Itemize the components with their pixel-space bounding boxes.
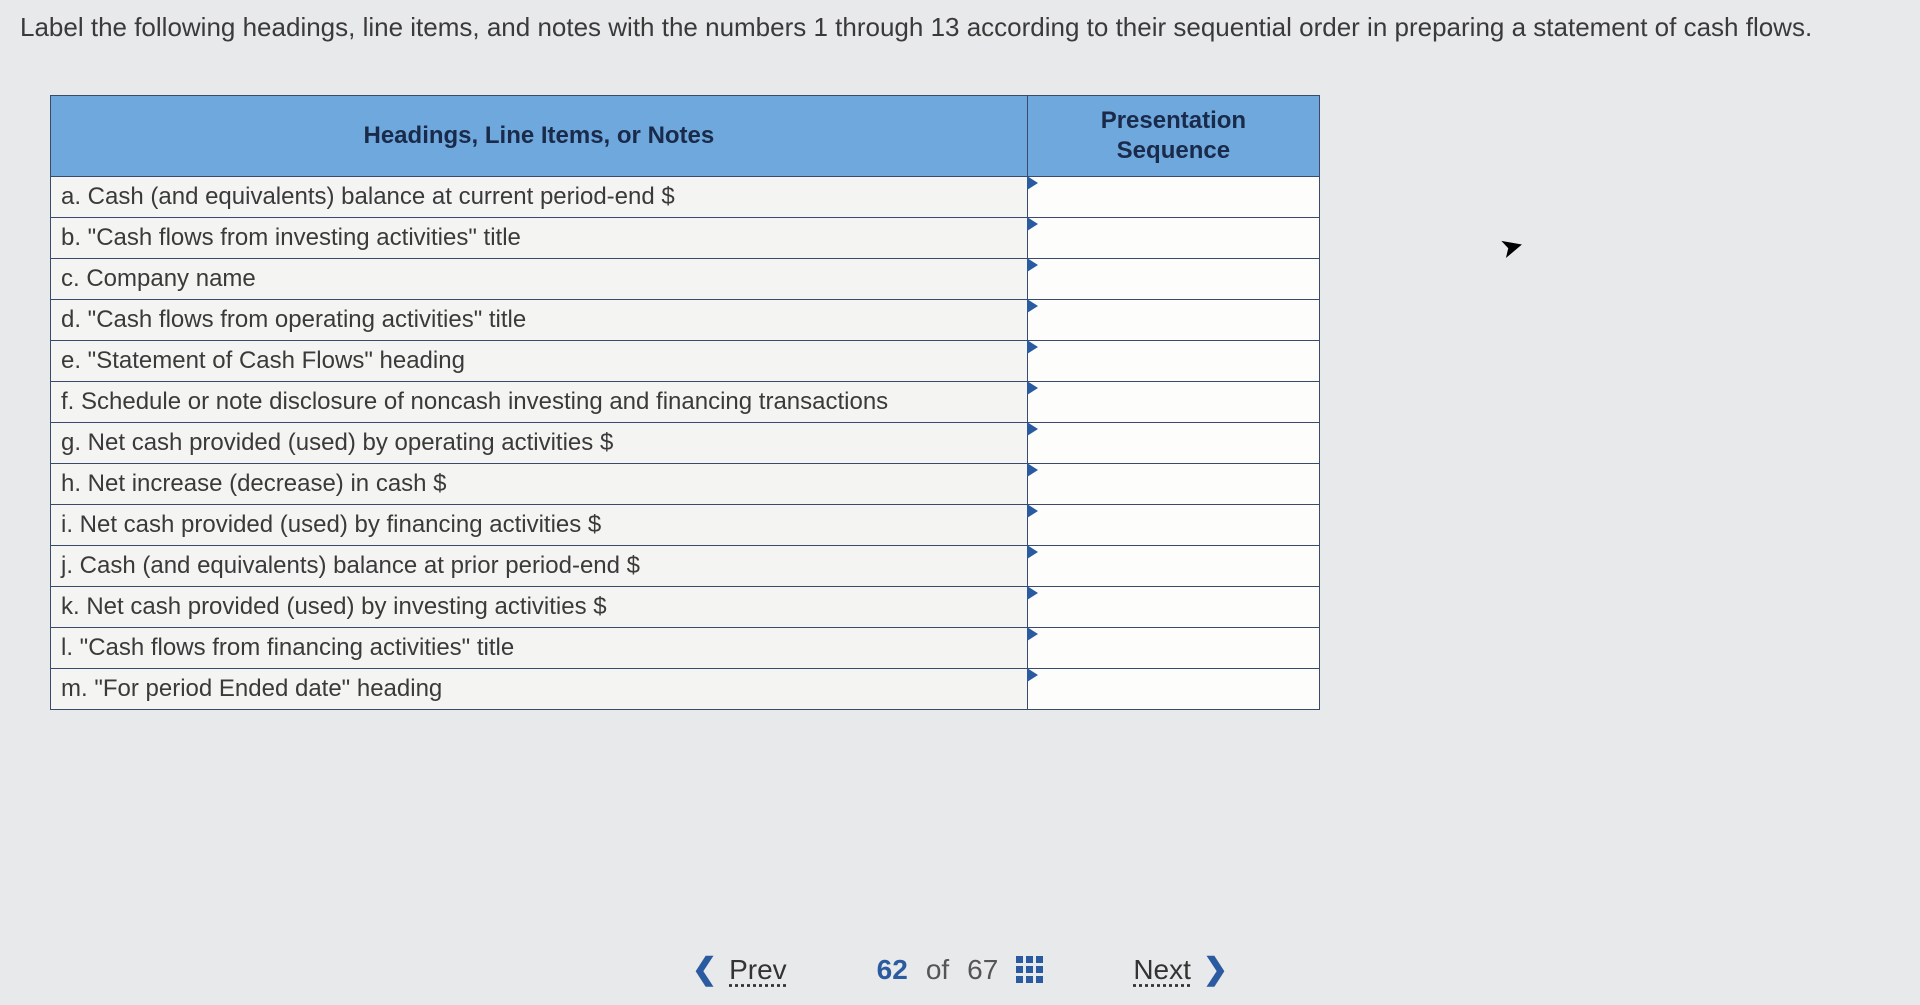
sequence-input[interactable] [1028, 464, 1323, 506]
item-label: h. Net increase (decrease) in cash $ [51, 464, 1028, 505]
table-row: j. Cash (and equivalents) balance at pri… [51, 546, 1320, 587]
table-row: f. Schedule or note disclosure of noncas… [51, 382, 1320, 423]
item-label: a. Cash (and equivalents) balance at cur… [51, 177, 1028, 218]
sequence-cell [1027, 546, 1319, 587]
sequence-input[interactable] [1028, 382, 1323, 424]
sequence-cell [1027, 464, 1319, 505]
chevron-right-icon: ❯ [1203, 952, 1228, 987]
sequence-input[interactable] [1028, 259, 1323, 301]
table-row: i. Net cash provided (used) by financing… [51, 505, 1320, 546]
page-of-word: of [926, 954, 949, 986]
table-row: h. Net increase (decrease) in cash $ [51, 464, 1320, 505]
sequence-input[interactable] [1028, 628, 1323, 670]
table-row: l. "Cash flows from financing activities… [51, 628, 1320, 669]
sequence-cell [1027, 300, 1319, 341]
page-counter: 62 of 67 [877, 954, 1044, 986]
sequence-input[interactable] [1028, 177, 1323, 219]
next-button[interactable]: Next ❯ [1133, 952, 1228, 987]
exercise-table: Headings, Line Items, or Notes Presentat… [50, 95, 1320, 710]
table-row: c. Company name [51, 259, 1320, 300]
table-row: k. Net cash provided (used) by investing… [51, 587, 1320, 628]
sequence-input[interactable] [1028, 423, 1323, 465]
page-current: 62 [877, 954, 908, 986]
table-row: e. "Statement of Cash Flows" heading [51, 341, 1320, 382]
sequence-cell [1027, 423, 1319, 464]
sequence-cell [1027, 341, 1319, 382]
table-row: d. "Cash flows from operating activities… [51, 300, 1320, 341]
sequence-input[interactable] [1028, 546, 1323, 588]
item-label: c. Company name [51, 259, 1028, 300]
column-header-sequence-line2: Sequence [1117, 137, 1230, 164]
sequence-cell [1027, 628, 1319, 669]
table-row: g. Net cash provided (used) by operating… [51, 423, 1320, 464]
sequence-input[interactable] [1028, 341, 1323, 383]
prev-button[interactable]: ❮ Prev [692, 952, 787, 987]
table-row: m. "For period Ended date" heading [51, 669, 1320, 710]
sequence-cell [1027, 505, 1319, 546]
page-total: 67 [967, 954, 998, 986]
sequence-input[interactable] [1028, 300, 1323, 342]
sequence-input[interactable] [1028, 587, 1323, 629]
item-label: f. Schedule or note disclosure of noncas… [51, 382, 1028, 423]
pagination-bar: ❮ Prev 62 of 67 Next ❯ [0, 952, 1920, 987]
sequence-input[interactable] [1028, 505, 1323, 547]
sequence-cell [1027, 177, 1319, 218]
item-label: j. Cash (and equivalents) balance at pri… [51, 546, 1028, 587]
prev-label: Prev [729, 954, 787, 986]
next-label: Next [1133, 954, 1191, 986]
chevron-left-icon: ❮ [692, 952, 717, 987]
sequence-input[interactable] [1028, 669, 1323, 711]
question-instruction: Label the following headings, line items… [20, 10, 1900, 45]
sequence-cell [1027, 669, 1319, 710]
item-label: d. "Cash flows from operating activities… [51, 300, 1028, 341]
item-label: k. Net cash provided (used) by investing… [51, 587, 1028, 628]
sequence-cell [1027, 587, 1319, 628]
item-label: g. Net cash provided (used) by operating… [51, 423, 1028, 464]
table-row: a. Cash (and equivalents) balance at cur… [51, 177, 1320, 218]
sequence-cell [1027, 382, 1319, 423]
item-label: b. "Cash flows from investing activities… [51, 218, 1028, 259]
sequence-cell [1027, 259, 1319, 300]
item-label: m. "For period Ended date" heading [51, 669, 1028, 710]
table-row: b. "Cash flows from investing activities… [51, 218, 1320, 259]
column-header-sequence: Presentation Sequence [1027, 96, 1319, 177]
sequence-cell [1027, 218, 1319, 259]
item-label: i. Net cash provided (used) by financing… [51, 505, 1028, 546]
item-label: l. "Cash flows from financing activities… [51, 628, 1028, 669]
column-header-items: Headings, Line Items, or Notes [51, 96, 1028, 177]
exercise-table-wrap: Headings, Line Items, or Notes Presentat… [50, 95, 1900, 710]
column-header-sequence-line1: Presentation [1101, 107, 1246, 134]
grid-menu-icon[interactable] [1016, 956, 1043, 983]
item-label: e. "Statement of Cash Flows" heading [51, 341, 1028, 382]
sequence-input[interactable] [1028, 218, 1323, 260]
